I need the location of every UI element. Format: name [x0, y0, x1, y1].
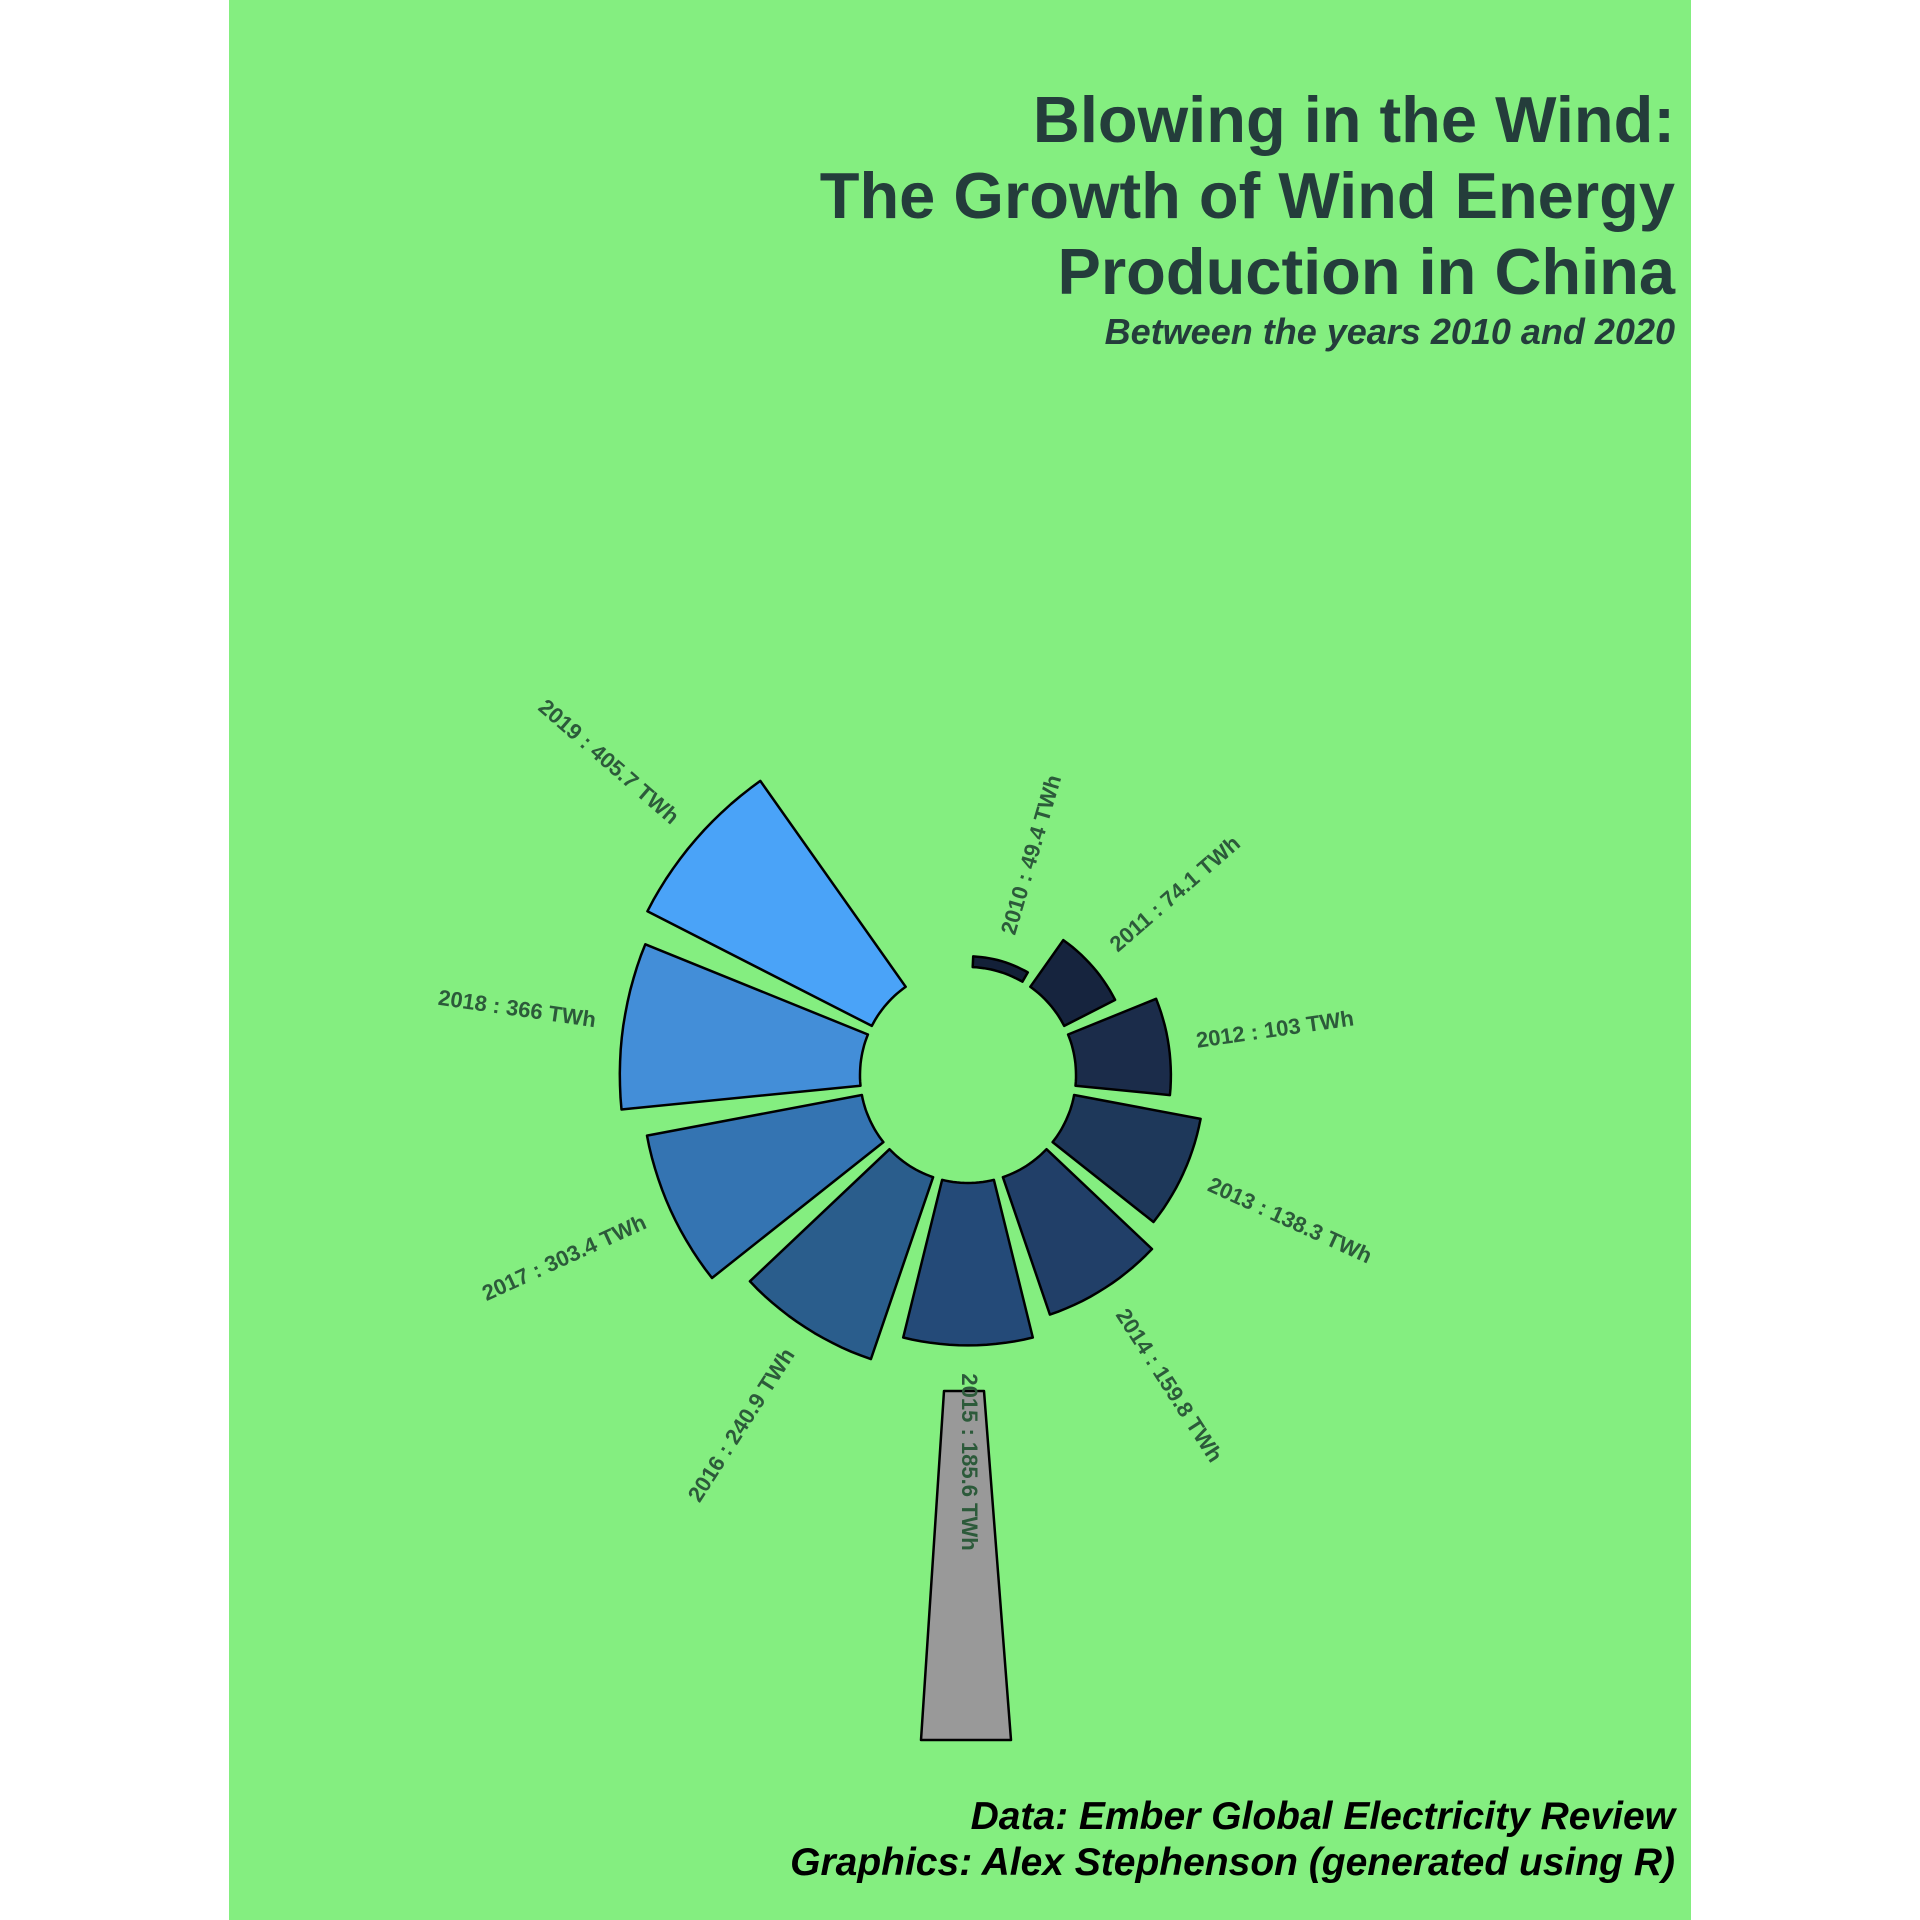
blade-label-2019: 2019 : 405.7 TWh: [534, 694, 684, 829]
blade-2013: [1051, 1093, 1202, 1224]
blade-2016: [748, 1147, 935, 1361]
blade-label-2018: 2018 : 366 TWh: [437, 985, 598, 1032]
blade-2018: [618, 943, 870, 1111]
chart-title-line-1: Blowing in the Wind:: [1032, 83, 1675, 156]
blade-label-2017: 2017 : 303.4 TWh: [478, 1209, 650, 1305]
blade-2019: [646, 779, 907, 1028]
graphics-credit-caption: Graphics: Alex Stephenson (generated usi…: [790, 1841, 1675, 1884]
blade-labels: 2010 : 49.4 TWh 2011 : 74.1 TWh 2012 : 103…: [437, 694, 1376, 1551]
blade-label-2014: 2014 : 159.8 TWh: [1111, 1304, 1228, 1467]
blade-label-2010: 2010 : 49.4 TWh: [996, 772, 1066, 937]
blade-label-2011: 2011 : 74.1 TWh: [1105, 830, 1245, 956]
blade-label-2016: 2016 : 240.9 TWh: [683, 1344, 800, 1507]
blade-2012: [1066, 997, 1173, 1097]
data-source-caption: Data: Ember Global Electricity Review: [970, 1795, 1675, 1838]
windmill-blades: [618, 779, 1202, 1361]
blade-2015: [901, 1178, 1035, 1347]
windmill-tower: [919, 1389, 1013, 1742]
blade-2011: [1029, 938, 1117, 1028]
chart-title-line-3: Production in China: [1057, 235, 1675, 308]
blade-label-2012: 2012 : 103 TWh: [1194, 1005, 1355, 1052]
blade-2017: [645, 1093, 885, 1280]
blade-label-2015: 2015 : 185.6 TWh: [957, 1373, 982, 1550]
blade-2014: [1001, 1147, 1154, 1316]
chart-subtitle: Between the years 2010 and 2020: [1104, 311, 1675, 352]
chart-title-line-2: The Growth of Wind Energy: [819, 159, 1675, 232]
blade-2010: [971, 955, 1030, 983]
blade-label-2013: 2013 : 138.3 TWh: [1204, 1172, 1376, 1268]
